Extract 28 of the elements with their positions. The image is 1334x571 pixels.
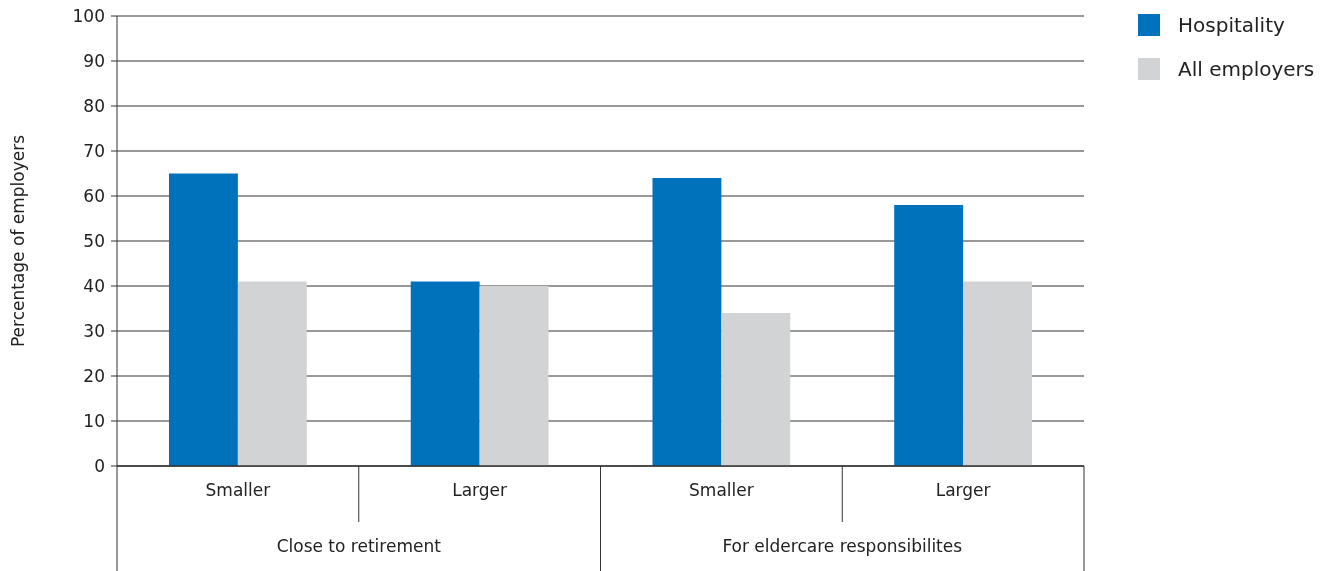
x-tick-label: Smaller	[689, 480, 754, 500]
y-tick-label: 70	[83, 140, 105, 161]
x-tick-label: Larger	[452, 480, 508, 500]
y-tick-label: 10	[83, 410, 105, 431]
x-tick-label: Larger	[935, 480, 991, 500]
y-tick-label: 50	[83, 230, 105, 251]
y-tick-label: 90	[83, 50, 105, 71]
y-axis-title: Percentage of employers	[8, 134, 28, 348]
bar	[721, 313, 791, 466]
y-tick-label: 40	[83, 275, 105, 296]
text: Close to retirement	[276, 536, 442, 556]
bar	[410, 281, 480, 466]
y-tick-label: 60	[83, 185, 105, 206]
y-tick-label: 100	[72, 5, 105, 26]
bar	[894, 205, 964, 466]
legend-label: Hospitality	[1178, 13, 1285, 37]
y-tick-label: 0	[94, 455, 105, 476]
bar	[652, 178, 722, 466]
bar	[963, 281, 1033, 466]
y-tick-label: 20	[83, 365, 105, 386]
y-tick-label: 30	[83, 320, 105, 341]
y-tick-label: 80	[83, 95, 105, 116]
bar	[168, 173, 238, 466]
bar	[479, 286, 549, 466]
legend-label: All employers	[1178, 57, 1315, 81]
x-tick-label: Smaller	[205, 480, 271, 500]
bar	[237, 281, 307, 466]
text: For eldercare responsibilites	[722, 536, 963, 556]
